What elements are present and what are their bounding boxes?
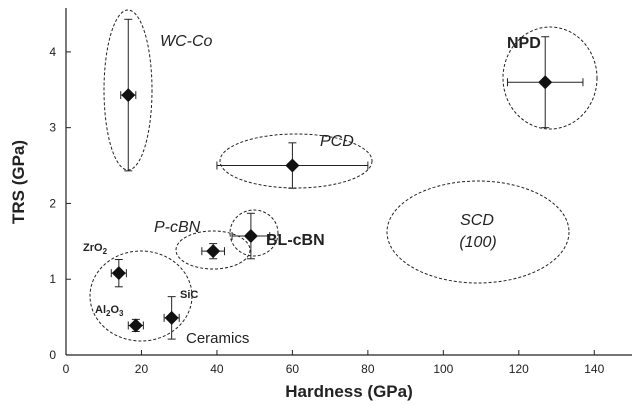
data-point-blcbn [243, 229, 258, 244]
data-point-pcbn [206, 244, 221, 259]
data-point-sic [164, 310, 179, 325]
x-tick-label: 60 [286, 362, 300, 376]
x-tick-label: 0 [63, 362, 70, 376]
label-sic: SiC [180, 289, 198, 301]
y-tick-label: 2 [49, 196, 56, 210]
group-ellipses [89, 9, 598, 342]
y-axis-title: TRS (GPa) [9, 140, 28, 224]
label-p-cbn: P-cBN [154, 219, 201, 236]
label-scd-line1: SCD [460, 212, 494, 229]
data-point-wcco [121, 88, 136, 103]
data-point-zro2 [111, 266, 126, 281]
label-scd-line2: (100) [459, 234, 496, 251]
y-tick-label: 3 [49, 121, 56, 135]
label-bl-cbn: BL-cBN [266, 232, 325, 249]
ellipse-npd [502, 26, 598, 130]
label-zro2: ZrO2 [83, 242, 108, 256]
tick-group: 0 20 40 60 80 100 120 140 0 1 2 3 4 [49, 45, 604, 376]
x-tick-label: 20 [135, 362, 149, 376]
x-tick-label: 120 [509, 362, 529, 376]
ellipse-ceramics [89, 250, 193, 342]
data-markers [111, 75, 553, 333]
x-tick-label: 40 [210, 362, 224, 376]
y-tick-label: 1 [49, 272, 56, 286]
y-tick-label: 0 [49, 348, 56, 362]
x-tick-label: 80 [361, 362, 375, 376]
data-point-npd [538, 75, 553, 90]
label-npd: NPD [507, 35, 541, 52]
x-axis-title: Hardness (GPa) [285, 382, 413, 401]
label-pcd: PCD [320, 133, 354, 150]
data-point-al2o3 [128, 318, 143, 333]
x-tick-label: 100 [433, 362, 453, 376]
x-tick-label: 140 [584, 362, 604, 376]
ellipse-pcbn [175, 230, 251, 270]
label-wc-co: WC-Co [160, 33, 213, 50]
label-al2o3: Al2O3 [95, 304, 124, 318]
ellipse-blcbn [229, 209, 279, 257]
label-ceramics: Ceramics [186, 330, 249, 347]
data-point-pcd [285, 158, 300, 173]
ellipse-scd [386, 180, 570, 284]
y-tick-label: 4 [49, 45, 56, 59]
